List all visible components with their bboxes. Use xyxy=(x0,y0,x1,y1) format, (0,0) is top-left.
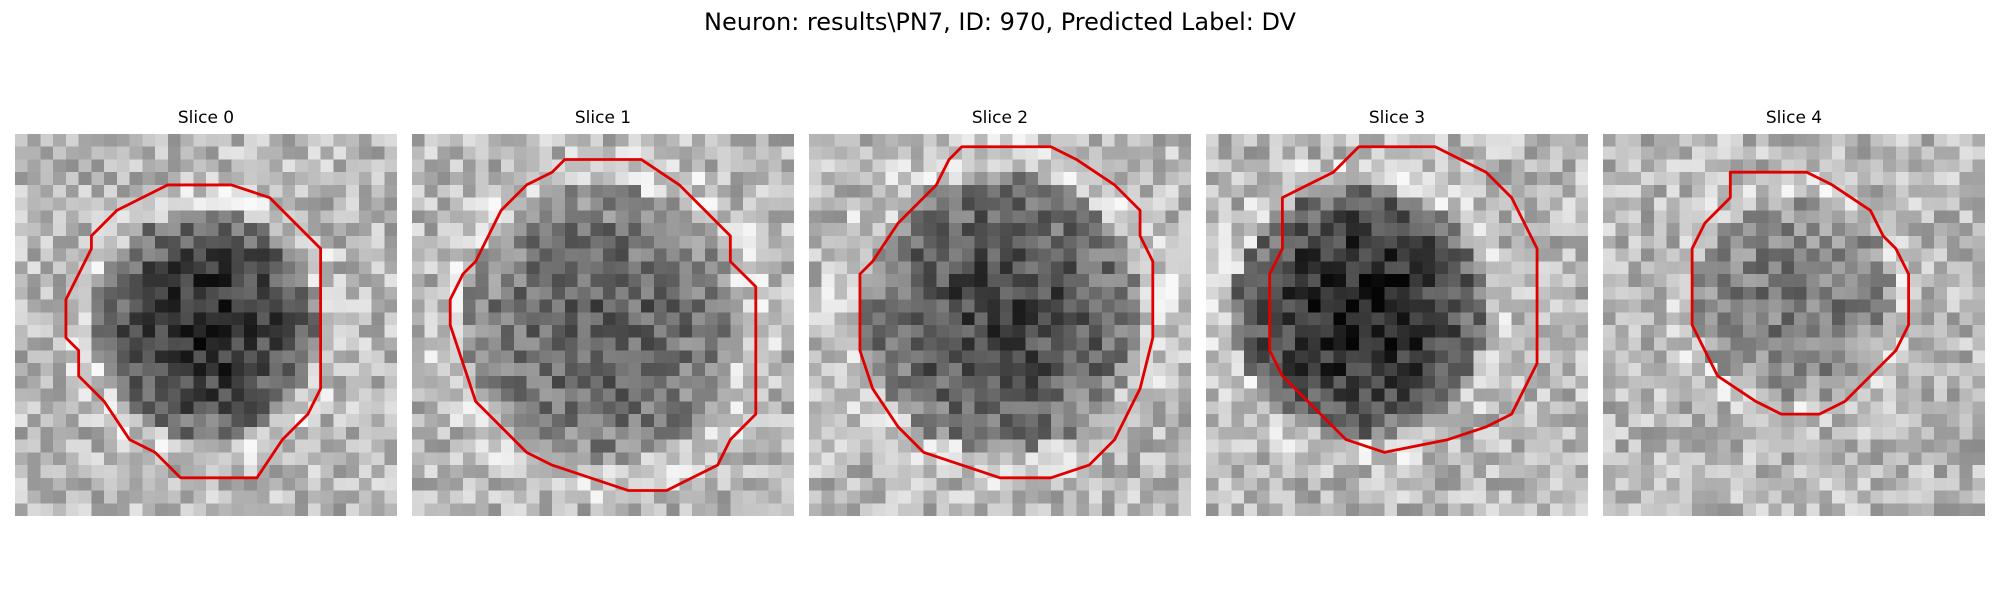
slice-title: Slice 1 xyxy=(574,108,632,128)
figure-title: Neuron: results\PN7, ID: 970, Predicted … xyxy=(704,8,1296,36)
slice-image xyxy=(412,134,794,516)
slice-title: Slice 3 xyxy=(1368,108,1426,128)
slice-title: Slice 4 xyxy=(1765,108,1823,128)
neuron-contour xyxy=(1268,145,1539,454)
neuron-contour xyxy=(1690,170,1911,416)
slice-image xyxy=(1206,134,1588,516)
slice-image xyxy=(1603,134,1985,516)
neuron-contour xyxy=(64,183,323,480)
slice-image xyxy=(15,134,397,516)
neuron-contour xyxy=(448,158,758,492)
neuron-contour xyxy=(858,145,1155,480)
slice-title: Slice 2 xyxy=(971,108,1029,128)
slice-image xyxy=(809,134,1191,516)
slice-title: Slice 0 xyxy=(177,108,235,128)
